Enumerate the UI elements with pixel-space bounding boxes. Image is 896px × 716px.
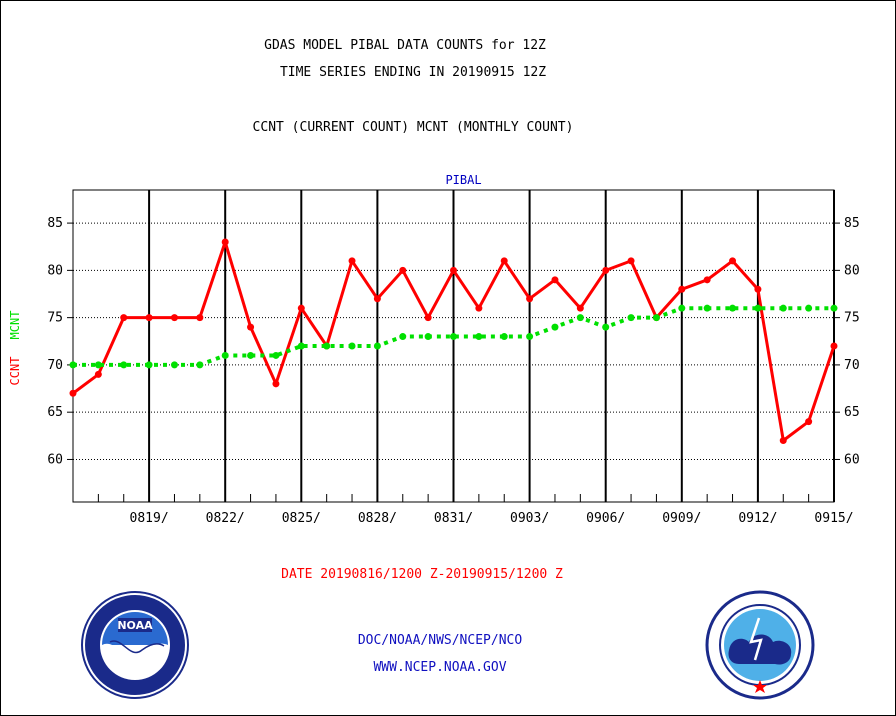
y-axis-label-ccnt: CCNT (8, 357, 22, 386)
x-tick-label: 0822/ (206, 511, 245, 526)
y-tick-label-left: 80 (47, 263, 63, 278)
data-point-ccnt (348, 257, 356, 265)
data-point-ccnt (500, 257, 508, 265)
data-point-ccnt (247, 323, 255, 331)
data-point-ccnt (399, 266, 407, 274)
y-tick-label-right: 60 (844, 452, 860, 467)
data-point-mcnt (424, 333, 432, 341)
data-point-ccnt (754, 285, 762, 293)
data-point-ccnt (221, 238, 229, 246)
data-point-mcnt (145, 361, 153, 369)
data-point-mcnt (652, 314, 660, 322)
y-tick-label-right: 70 (844, 358, 860, 373)
chart-subtitle: CCNT (CURRENT COUNT) MCNT (MONTHLY COUNT… (252, 120, 574, 135)
chart-title-line1: GDAS MODEL PIBAL DATA COUNTS for 12Z (264, 38, 546, 53)
org-label: DOC/NOAA/NWS/NCEP/NCO (357, 633, 523, 648)
data-point-ccnt (703, 276, 711, 284)
national-weather-service-logo (705, 590, 815, 700)
data-point-mcnt (196, 361, 204, 369)
data-point-mcnt (323, 342, 331, 350)
noaa-logo: NOAA (81, 591, 189, 699)
data-point-mcnt (729, 304, 737, 312)
data-point-ccnt (424, 314, 432, 322)
y-tick-label-right: 80 (844, 263, 860, 278)
data-point-mcnt (348, 342, 356, 350)
x-tick-label: 0831/ (434, 511, 473, 526)
data-point-mcnt (170, 361, 178, 369)
data-point-ccnt (170, 314, 178, 322)
data-point-mcnt (221, 351, 229, 359)
y-tick-label-left: 75 (47, 311, 63, 326)
data-point-mcnt (69, 361, 77, 369)
y-tick-label-left: 85 (47, 216, 63, 231)
x-tick-label: 0825/ (282, 511, 321, 526)
data-point-ccnt (69, 389, 77, 397)
data-point-ccnt (475, 304, 483, 312)
x-tick-label: 0915/ (814, 511, 853, 526)
data-point-mcnt (551, 323, 559, 331)
chart-title-line2: TIME SERIES ENDING IN 20190915 12Z (279, 65, 547, 80)
data-point-mcnt (297, 342, 305, 350)
date-range-label: DATE 20190816/1200 Z-20190915/1200 Z (281, 567, 563, 582)
data-point-ccnt (94, 370, 102, 378)
data-point-ccnt (779, 437, 787, 445)
website-link[interactable]: WWW.NCEP.NOAA.GOV (373, 660, 507, 675)
data-point-mcnt (754, 304, 762, 312)
y-tick-label-right: 75 (844, 311, 860, 326)
y-axis-label-mcnt: MCNT (8, 311, 22, 340)
data-point-mcnt (247, 351, 255, 359)
svg-text:NOAA: NOAA (117, 619, 153, 632)
y-tick-label-left: 65 (47, 405, 63, 420)
data-point-ccnt (830, 342, 838, 350)
data-point-mcnt (678, 304, 686, 312)
data-point-mcnt (373, 342, 381, 350)
data-point-mcnt (526, 333, 534, 341)
data-point-mcnt (779, 304, 787, 312)
x-tick-label: 0912/ (738, 511, 777, 526)
data-point-mcnt (500, 333, 508, 341)
x-tick-label: 0906/ (586, 511, 625, 526)
data-point-ccnt (678, 285, 686, 293)
data-point-mcnt (576, 314, 584, 322)
data-point-mcnt (94, 361, 102, 369)
data-point-ccnt (729, 257, 737, 265)
data-point-ccnt (551, 276, 559, 284)
data-point-ccnt (805, 418, 813, 426)
data-point-ccnt (196, 314, 204, 322)
data-point-ccnt (145, 314, 153, 322)
data-point-ccnt (627, 257, 635, 265)
data-point-mcnt (120, 361, 128, 369)
data-point-ccnt (272, 380, 280, 388)
data-point-mcnt (602, 323, 610, 331)
y-tick-label-right: 85 (844, 216, 860, 231)
data-point-ccnt (576, 304, 584, 312)
x-tick-label: 0909/ (662, 511, 701, 526)
x-tick-label: 0819/ (130, 511, 169, 526)
data-point-mcnt (272, 351, 280, 359)
data-point-ccnt (120, 314, 128, 322)
data-point-mcnt (830, 304, 838, 312)
y-tick-label-right: 65 (844, 405, 860, 420)
data-point-mcnt (475, 333, 483, 341)
data-point-mcnt (627, 314, 635, 322)
data-point-mcnt (450, 333, 457, 341)
x-tick-label: 0903/ (510, 511, 549, 526)
chart-panel-title: PIBAL (445, 173, 481, 187)
data-point-ccnt (297, 304, 305, 312)
data-point-mcnt (703, 304, 711, 312)
data-point-ccnt (373, 295, 381, 303)
data-point-ccnt (526, 295, 534, 303)
data-point-ccnt (450, 266, 457, 274)
y-tick-label-left: 70 (47, 358, 63, 373)
x-tick-label: 0828/ (358, 511, 397, 526)
data-point-ccnt (602, 266, 610, 274)
data-point-mcnt (805, 304, 813, 312)
y-tick-label-left: 60 (47, 452, 63, 467)
data-point-mcnt (399, 333, 407, 341)
